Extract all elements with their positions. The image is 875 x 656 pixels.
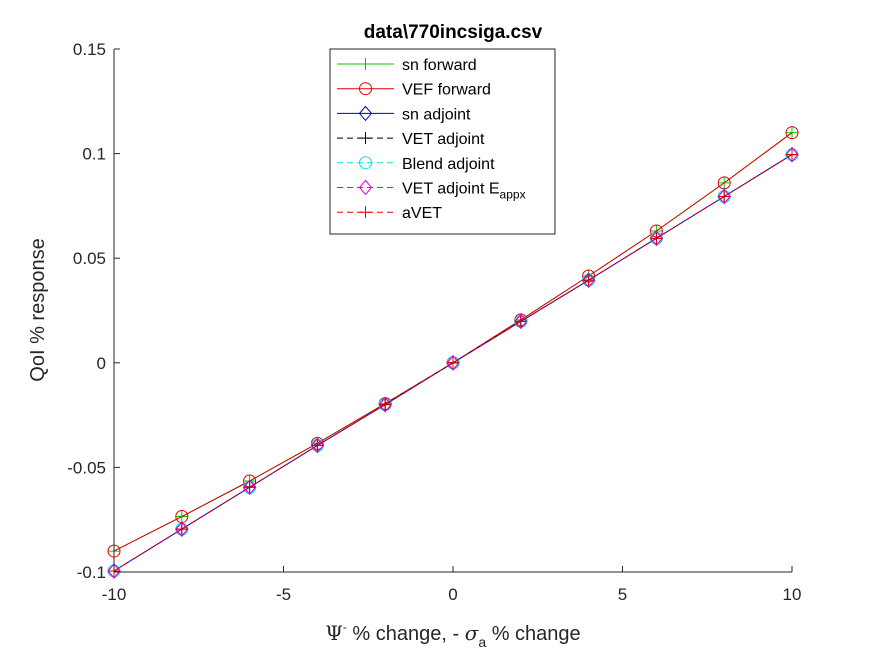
y-axis-label: QoI % response bbox=[27, 238, 49, 381]
x-label-end: % change bbox=[486, 623, 581, 645]
legend-label: VEF forward bbox=[402, 82, 491, 99]
legend-marker bbox=[358, 179, 373, 196]
data-point bbox=[785, 146, 799, 163]
legend-marker bbox=[359, 58, 372, 70]
y-tick-label: -0.05 bbox=[67, 458, 106, 477]
y-tick-label: 0.15 bbox=[73, 40, 106, 59]
chart-title: data\770incsiga.csv bbox=[364, 22, 543, 43]
series-line bbox=[113, 154, 793, 572]
x-axis-label: Ψ- % change, - σa % change bbox=[325, 620, 580, 650]
legend-label: VET adjoint bbox=[402, 131, 485, 148]
data-point bbox=[514, 315, 527, 328]
y-tick-label: -0.1 bbox=[77, 563, 106, 582]
data-point bbox=[786, 126, 798, 139]
y-tick-label: 0.1 bbox=[82, 145, 106, 164]
x-tick-label: -5 bbox=[276, 585, 291, 604]
legend-item: VET adjoint Eappx bbox=[337, 179, 526, 202]
data-point bbox=[311, 439, 324, 452]
data-point bbox=[243, 481, 256, 494]
x-tick-label: 10 bbox=[783, 585, 802, 604]
x-tick-label: 0 bbox=[448, 585, 457, 604]
data-point bbox=[447, 356, 459, 369]
legend-label: Blend adjoint bbox=[402, 156, 495, 173]
x-tick-label: -10 bbox=[102, 585, 127, 604]
legend-item: VEF forward bbox=[337, 82, 491, 99]
legend-marker bbox=[359, 156, 372, 170]
data-point bbox=[650, 232, 663, 245]
y-tick-label: 0.05 bbox=[73, 249, 106, 268]
legend-marker bbox=[359, 206, 372, 219]
data-point bbox=[718, 190, 731, 203]
y-tick-label: 0 bbox=[97, 354, 106, 373]
x-label-sigma: σ bbox=[465, 621, 480, 645]
x-label-psi-sup: - bbox=[343, 620, 347, 634]
legend-item: sn adjoint bbox=[337, 105, 471, 123]
legend-label: VET adjoint Eappx bbox=[402, 181, 526, 202]
legend-marker bbox=[359, 132, 372, 145]
x-label-sigma-sub: a bbox=[478, 634, 486, 650]
data-point bbox=[379, 398, 392, 411]
series-layer bbox=[107, 126, 799, 579]
legend-marker bbox=[359, 82, 372, 96]
legend-marker bbox=[358, 105, 373, 122]
data-point bbox=[786, 148, 798, 161]
legend-label: sn forward bbox=[402, 57, 477, 74]
legend-item: aVET bbox=[337, 205, 442, 222]
legend: sn forward VEF forward sn adjoint VET adjoi… bbox=[329, 48, 556, 235]
data-point bbox=[785, 126, 799, 140]
legend-label: sn adjoint bbox=[402, 106, 471, 123]
ticks-layer: -10 -5 0 5 10 -0.1 -0.05 0 0.05 0.1 0.15 bbox=[67, 40, 801, 604]
legend-item: sn forward bbox=[337, 57, 477, 74]
legend-item: Blend adjoint bbox=[337, 156, 495, 173]
data-point bbox=[175, 523, 188, 536]
legend-box bbox=[329, 48, 556, 235]
x-label-psi: Ψ bbox=[325, 621, 343, 645]
legend-label: aVET bbox=[402, 205, 442, 222]
x-label-mid: % change, - bbox=[347, 623, 465, 645]
legend-item: VET adjoint bbox=[337, 131, 485, 148]
x-tick-label: 5 bbox=[618, 585, 627, 604]
data-point bbox=[582, 274, 595, 287]
